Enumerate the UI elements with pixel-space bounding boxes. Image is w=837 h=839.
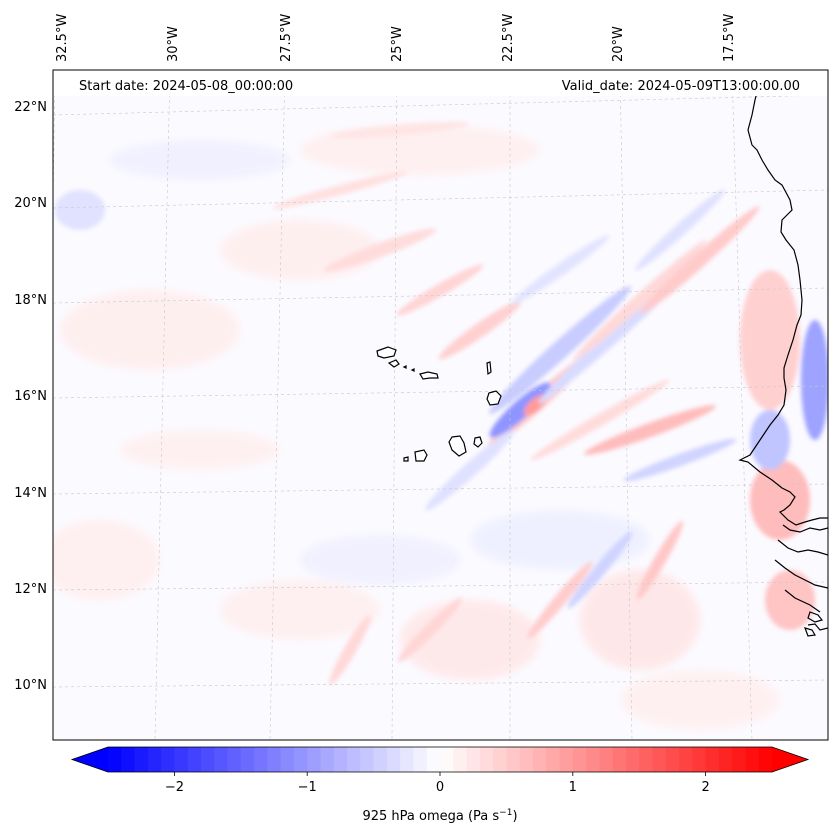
colorbar-segment: [293, 747, 308, 772]
colorbar-segment: [134, 747, 149, 772]
longitude-labels: 32.5°W 30°W 27.5°W 25°W 22.5°W 20°W 17.5…: [55, 14, 737, 62]
colorbar-segment: [426, 747, 441, 772]
colorbar-segment: [360, 747, 375, 772]
colorbar-segment: [652, 747, 667, 772]
colorbar-tick-label: 1: [569, 780, 577, 795]
colorbar-segment: [705, 747, 720, 772]
lon-label: 22.5°W: [501, 14, 516, 62]
colorbar-segment: [479, 747, 494, 772]
colorbar-tick-label: −1: [298, 780, 317, 795]
gridlines: [53, 70, 828, 740]
colorbar-segment: [347, 747, 361, 772]
colorbar-tick-label: 2: [701, 780, 709, 795]
colorbar-segment: [625, 747, 640, 772]
latitude-labels: 22°N 20°N 18°N 16°N 14°N 12°N 10°N: [14, 100, 47, 693]
colorbar-segment: [373, 747, 388, 772]
colorbar-segment: [440, 747, 454, 772]
colorbar-tick-label: 0: [436, 780, 444, 795]
colorbar-segment: [559, 747, 574, 772]
colorbar-segment: [307, 747, 322, 772]
colorbar-segment: [147, 747, 162, 772]
start-date-label: Start date: 2024-05-08_00:00:00: [79, 79, 293, 94]
colorbar-segment: [400, 747, 415, 772]
colorbar-segment: [267, 747, 282, 772]
colorbar-segment: [200, 747, 215, 772]
lon-label: 25°W: [390, 26, 405, 62]
colorbar-segment: [386, 747, 401, 772]
colorbar-segment: [692, 747, 707, 772]
lat-label: 14°N: [14, 486, 47, 501]
colorbar-tick-label: −2: [165, 780, 184, 795]
lat-label: 12°N: [14, 582, 47, 597]
colorbar-segment: [572, 747, 587, 772]
colorbar-segment: [174, 747, 189, 772]
colorbar-segment: [320, 747, 335, 772]
colorbar-segment: [333, 747, 348, 772]
colorbar-segment: [665, 747, 680, 772]
colorbar-segment: [161, 747, 175, 772]
colorbar-segment: [586, 747, 600, 772]
lon-label: 30°W: [166, 26, 181, 62]
lon-label: 32.5°W: [55, 14, 70, 62]
colorbar-segment: [519, 747, 534, 772]
colorbar-ticks: −2 −1 0 1 2: [165, 772, 710, 795]
colorbar-segment: [453, 747, 468, 772]
colorbar-segment: [214, 747, 229, 772]
colorbar-segment: [732, 747, 747, 772]
colorbar-segment: [718, 747, 733, 772]
valid-date-label: Valid_date: 2024-05-09T13:00:00.00: [562, 79, 800, 94]
colorbar-outline: [70, 746, 810, 773]
colorbar-segment: [187, 747, 202, 772]
colorbar-segment: [679, 747, 693, 772]
colorbar-segment: [506, 747, 521, 772]
colorbar: −2 −1 0 1 2 925 hPa omega (Pa s−1): [70, 746, 810, 824]
omega-field: [53, 70, 828, 740]
colorbar-segment: [758, 747, 773, 772]
islands: [376, 346, 502, 462]
lon-label: 20°W: [611, 26, 626, 62]
colorbar-high-extend: [772, 747, 808, 772]
colorbar-segment: [254, 747, 268, 772]
map-panel: Start date: 2024-05-08_00:00:00 Valid_da…: [52, 69, 829, 741]
colorbar-segment: [280, 747, 295, 772]
header-strip: [53, 70, 828, 96]
lon-label: 27.5°W: [279, 14, 294, 62]
colorbar-segment: [227, 747, 242, 772]
colorbar-segment: [108, 747, 122, 772]
coastline: [738, 87, 828, 637]
lat-label: 20°N: [14, 196, 47, 211]
colorbar-segment: [599, 747, 614, 772]
colorbar-segment: [532, 747, 547, 772]
colorbar-segment: [240, 747, 255, 772]
colorbar-segment: [745, 747, 760, 772]
colorbar-segment: [546, 747, 561, 772]
colorbar-segment: [466, 747, 481, 772]
colorbar-segment: [413, 747, 428, 772]
colorbar-segment: [493, 747, 507, 772]
lat-label: 22°N: [14, 100, 47, 115]
lat-label: 10°N: [14, 678, 47, 693]
lat-label: 16°N: [14, 389, 47, 404]
colorbar-low-extend: [72, 747, 108, 772]
colorbar-segment: [612, 747, 627, 772]
colorbar-segment: [121, 747, 136, 772]
lat-label: 18°N: [14, 293, 47, 308]
colorbar-segments: [108, 747, 773, 772]
colorbar-segment: [639, 747, 654, 772]
lon-label: 17.5°W: [722, 14, 737, 62]
map-frame: [52, 69, 829, 741]
colorbar-label: 925 hPa omega (Pa s−1): [362, 808, 517, 824]
